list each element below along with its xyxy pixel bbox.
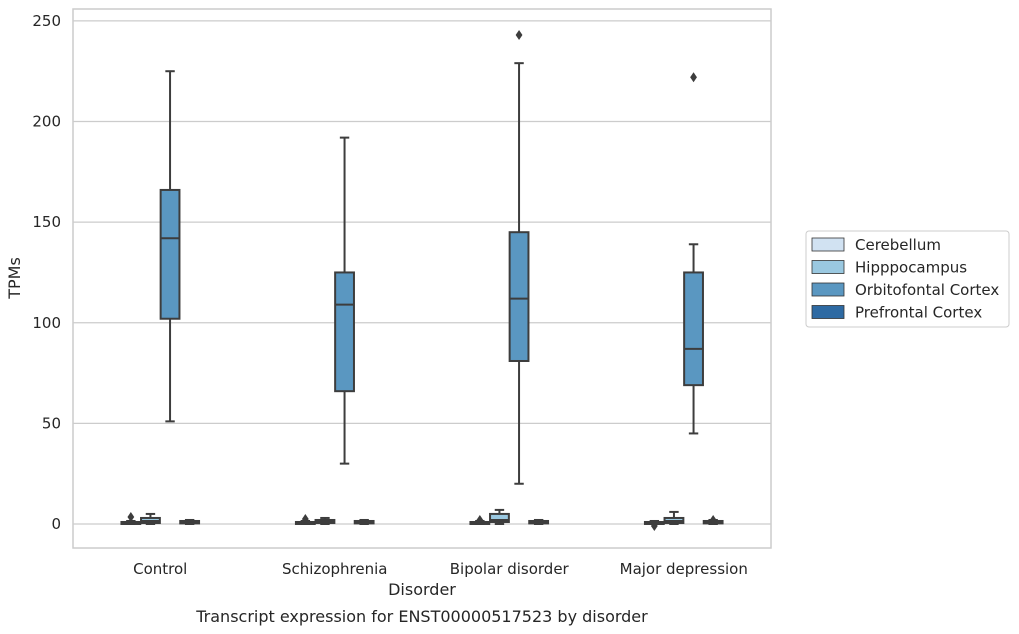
legend-swatch: [811, 282, 845, 297]
outlier-point: [515, 29, 523, 40]
x-tick-label: Schizophrenia: [282, 560, 387, 578]
legend-label: Cerebellum: [855, 236, 941, 254]
legend-label: Prefrontal Cortex: [855, 304, 982, 322]
legend: Cerebellum Hipppocampus Orbitofontal Corte…: [805, 230, 1010, 328]
box-plot: [334, 136, 355, 465]
box-body: [489, 512, 510, 523]
legend-label: Orbitofontal Cortex: [855, 281, 999, 299]
box-plot: [179, 518, 201, 525]
y-tick-label: 0: [51, 515, 61, 533]
box-body: [159, 188, 181, 320]
box-body: [508, 231, 530, 362]
x-axis-label: Disorder: [388, 580, 456, 599]
y-tick-label: 50: [42, 414, 61, 432]
outlier-point: [709, 514, 717, 525]
box-plot: [353, 518, 375, 525]
outlier-point: [476, 514, 484, 525]
x-tick-label: Bipolar disorder: [450, 560, 570, 578]
box-plot: [489, 508, 510, 525]
x-tick-labels: Control Schizophrenia Bipolar disorder Majo…: [133, 560, 748, 578]
box-plot: [528, 518, 550, 525]
y-tick-label: 150: [32, 213, 61, 231]
box-plot: [469, 514, 491, 525]
outlier-point: [690, 72, 697, 83]
box-plot: [508, 29, 530, 485]
y-tick-label: 250: [32, 12, 61, 30]
plot-frame: [72, 8, 772, 549]
box-plot: [702, 514, 724, 525]
y-axis-label: TPMs: [5, 257, 24, 300]
box-plot: [140, 512, 161, 525]
box-body: [334, 271, 355, 393]
outlier-point: [301, 513, 309, 524]
box-plot: [159, 70, 181, 423]
box-body: [683, 271, 704, 387]
legend-swatch: [811, 305, 845, 319]
legend-swatch: [811, 260, 845, 274]
box-plots: [120, 29, 724, 532]
x-tick-label: Control: [133, 560, 187, 578]
box-plot: [643, 519, 665, 532]
y-tick-label: 100: [32, 314, 61, 332]
y-tick-label: 200: [32, 113, 61, 131]
chart-caption: Transcript expression for ENST0000051752…: [195, 607, 648, 626]
legend-swatch: [811, 237, 845, 252]
box-plot: [683, 72, 704, 435]
legend-label: Hipppocampus: [855, 259, 967, 277]
box-plot: [663, 510, 685, 525]
y-tick-labels: 0 50 100 150 200 250: [32, 12, 61, 533]
outlier-point: [650, 521, 658, 532]
box-plot: [314, 516, 336, 525]
outlier-point: [127, 511, 135, 522]
plot-background: [73, 9, 771, 548]
legend-frame: [805, 230, 1010, 328]
x-tick-label: Major depression: [620, 560, 748, 578]
